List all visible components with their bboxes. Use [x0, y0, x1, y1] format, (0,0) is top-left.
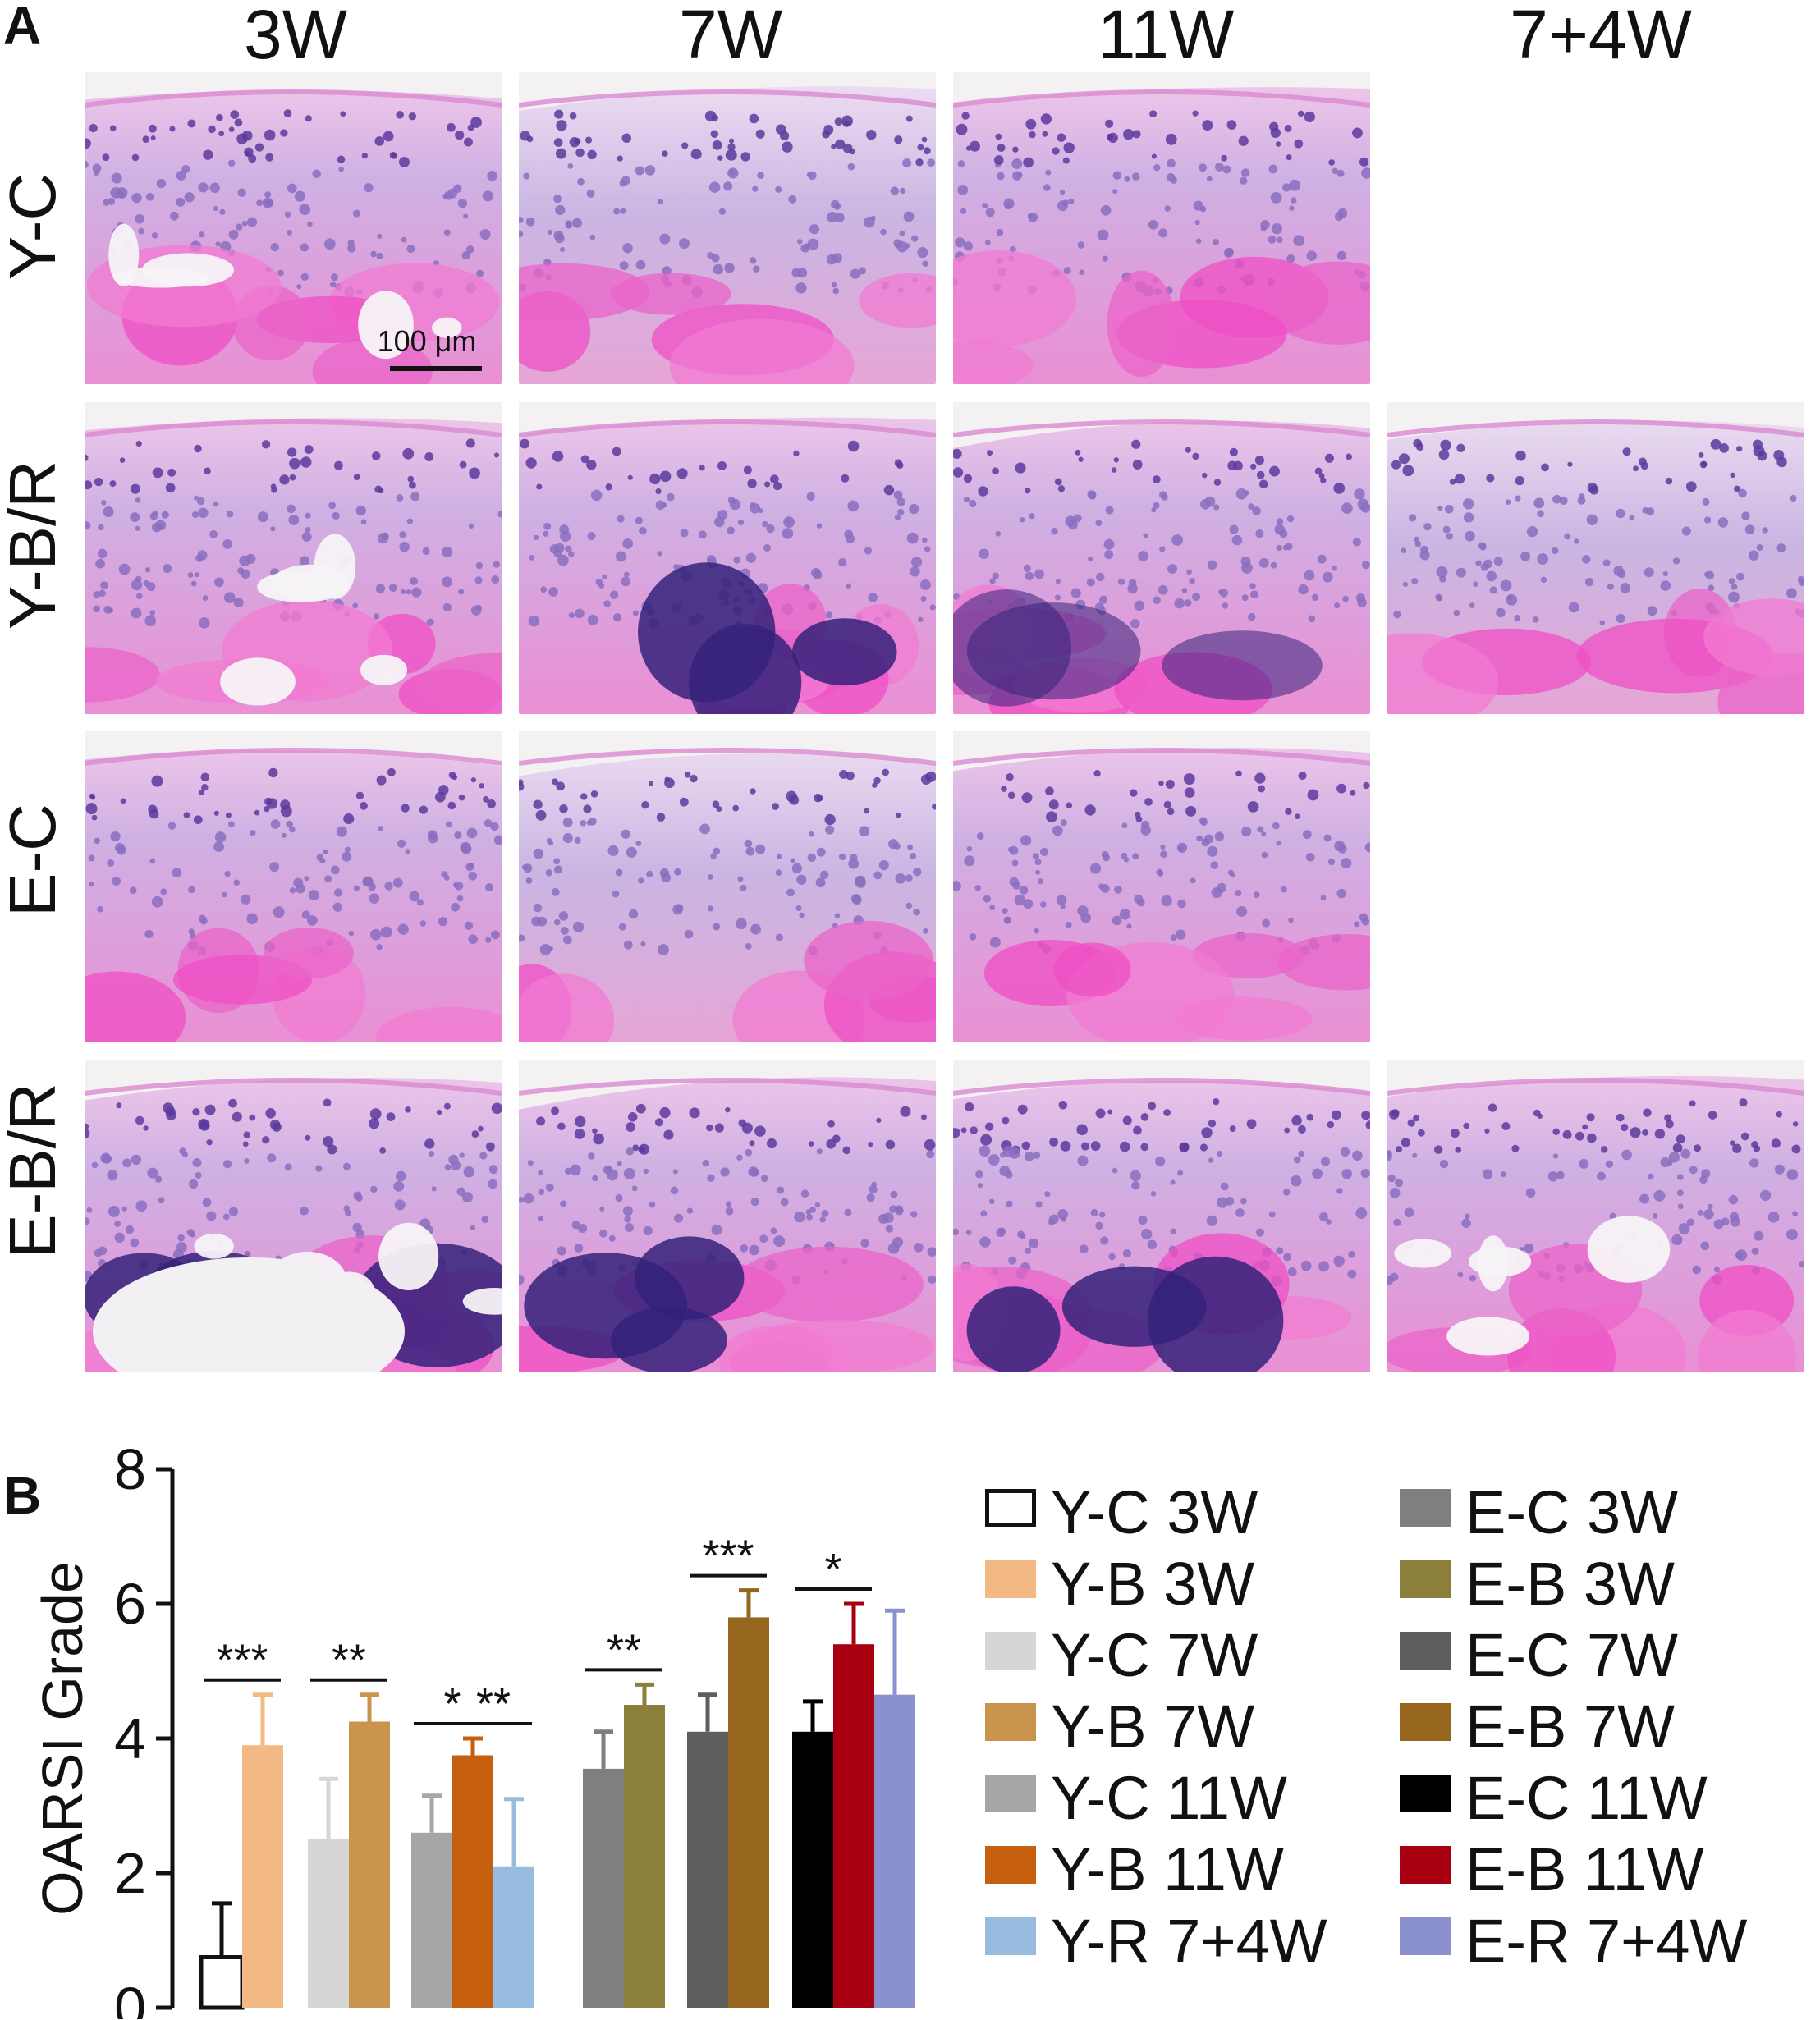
micrograph-0-1 — [519, 72, 936, 384]
legend-label-10: E-B 7W — [1465, 1692, 1675, 1761]
scale-bar-line — [390, 366, 482, 371]
legend-swatch-8 — [1400, 1560, 1451, 1598]
micrograph-2-0 — [85, 731, 502, 1042]
significance-label-4: ** — [607, 1625, 641, 1674]
y-tick-label-0: 0 — [114, 1976, 146, 2019]
row-label-y-b-r: Y-B/R — [0, 460, 69, 630]
bar-10 — [728, 1617, 769, 2008]
significance-label-6: * — [824, 1545, 841, 1594]
significance-label-5: *** — [702, 1532, 754, 1581]
bar-9 — [687, 1731, 728, 2008]
legend-swatch-7 — [1400, 1489, 1451, 1527]
legend-swatch-3 — [985, 1703, 1036, 1741]
legend-label-12: E-B 11W — [1465, 1835, 1704, 1903]
bar-13 — [874, 1694, 915, 2008]
legend-label-0: Y-C 3W — [1051, 1478, 1258, 1546]
micrograph-3-2 — [953, 1060, 1370, 1372]
micrograph-3-0 — [85, 1060, 502, 1372]
y-tick-label-2: 2 — [114, 1841, 146, 1905]
bar-5 — [452, 1755, 493, 2008]
y-tick-label-4: 4 — [114, 1706, 146, 1770]
bar-7 — [583, 1768, 624, 2008]
bar-4 — [411, 1832, 452, 2008]
bar-12 — [833, 1644, 874, 2008]
row-label-e-c: E-C — [0, 804, 69, 917]
micrograph-1-0 — [85, 402, 502, 714]
column-header-11w: 11W — [1097, 0, 1235, 73]
legend-label-4: Y-C 11W — [1051, 1764, 1287, 1832]
scale-bar: 100 μm — [378, 327, 482, 371]
legend-swatch-4 — [985, 1775, 1036, 1812]
legend-swatch-1 — [985, 1560, 1036, 1598]
row-label-e-b-r: E-B/R — [0, 1083, 69, 1258]
micrograph-3-1 — [519, 1060, 936, 1372]
legend-swatch-11 — [1400, 1775, 1451, 1812]
column-header-7w: 7W — [679, 0, 782, 73]
bar-8 — [624, 1705, 665, 2008]
significance-label-0: *** — [216, 1636, 268, 1685]
micrograph-0-0 — [85, 72, 502, 384]
legend-label-7: E-C 3W — [1465, 1478, 1678, 1546]
legend-label-2: Y-C 7W — [1051, 1621, 1258, 1689]
legend-swatch-0 — [985, 1489, 1036, 1527]
significance-label-1: ** — [332, 1636, 366, 1685]
legend-swatch-13 — [1400, 1917, 1451, 1955]
legend-swatch-2 — [985, 1632, 1036, 1670]
legend-swatch-12 — [1400, 1846, 1451, 1884]
micrograph-2-2 — [953, 731, 1370, 1042]
y-tick-label-8: 8 — [114, 1445, 146, 1501]
scale-bar-label: 100 μm — [378, 327, 477, 358]
panel-a-letter: A — [3, 0, 42, 55]
legend-label-3: Y-B 7W — [1051, 1692, 1255, 1761]
micrograph-0-2 — [953, 72, 1370, 384]
legend-swatch-9 — [1400, 1632, 1451, 1670]
micrograph-3-3 — [1387, 1060, 1804, 1372]
bar-2 — [308, 1839, 349, 2008]
legend-swatch-5 — [985, 1846, 1036, 1884]
y-axis-label: OARSI Grade — [30, 1561, 94, 1916]
legend-swatch-6 — [985, 1917, 1036, 1955]
bar-11 — [792, 1731, 833, 2008]
legend-label-9: E-C 7W — [1465, 1621, 1678, 1689]
bar-3 — [349, 1721, 390, 2008]
legend-label-13: E-R 7+4W — [1465, 1907, 1748, 1975]
y-tick-label-6: 6 — [114, 1572, 146, 1636]
column-header-7-4w: 7+4W — [1510, 0, 1692, 73]
chart-legend: Y-C 3W Y-B 3W Y-C 7W Y-B 7W Y-C 11W Y-B 11W Y-… — [985, 1469, 1814, 2003]
legend-swatch-10 — [1400, 1703, 1451, 1741]
panel-b-letter: B — [3, 1466, 42, 1525]
legend-label-1: Y-B 3W — [1051, 1550, 1255, 1618]
legend-label-6: Y-R 7+4W — [1051, 1907, 1327, 1975]
row-label-y-c: Y-C — [0, 172, 69, 281]
bar-1 — [242, 1745, 283, 2008]
legend-label-8: E-B 3W — [1465, 1550, 1675, 1618]
significance-label-3: ** — [476, 1679, 511, 1729]
micrograph-1-3 — [1387, 402, 1804, 714]
column-header-3w: 3W — [244, 0, 347, 73]
micrograph-1-2 — [953, 402, 1370, 714]
legend-label-5: Y-B 11W — [1051, 1835, 1284, 1903]
legend-label-11: E-C 11W — [1465, 1764, 1708, 1832]
bar-0 — [199, 1955, 245, 2010]
bar-6 — [493, 1866, 534, 2008]
micrograph-2-1 — [519, 731, 936, 1042]
micrograph-1-1 — [519, 402, 936, 714]
significance-label-2: * — [443, 1679, 461, 1729]
